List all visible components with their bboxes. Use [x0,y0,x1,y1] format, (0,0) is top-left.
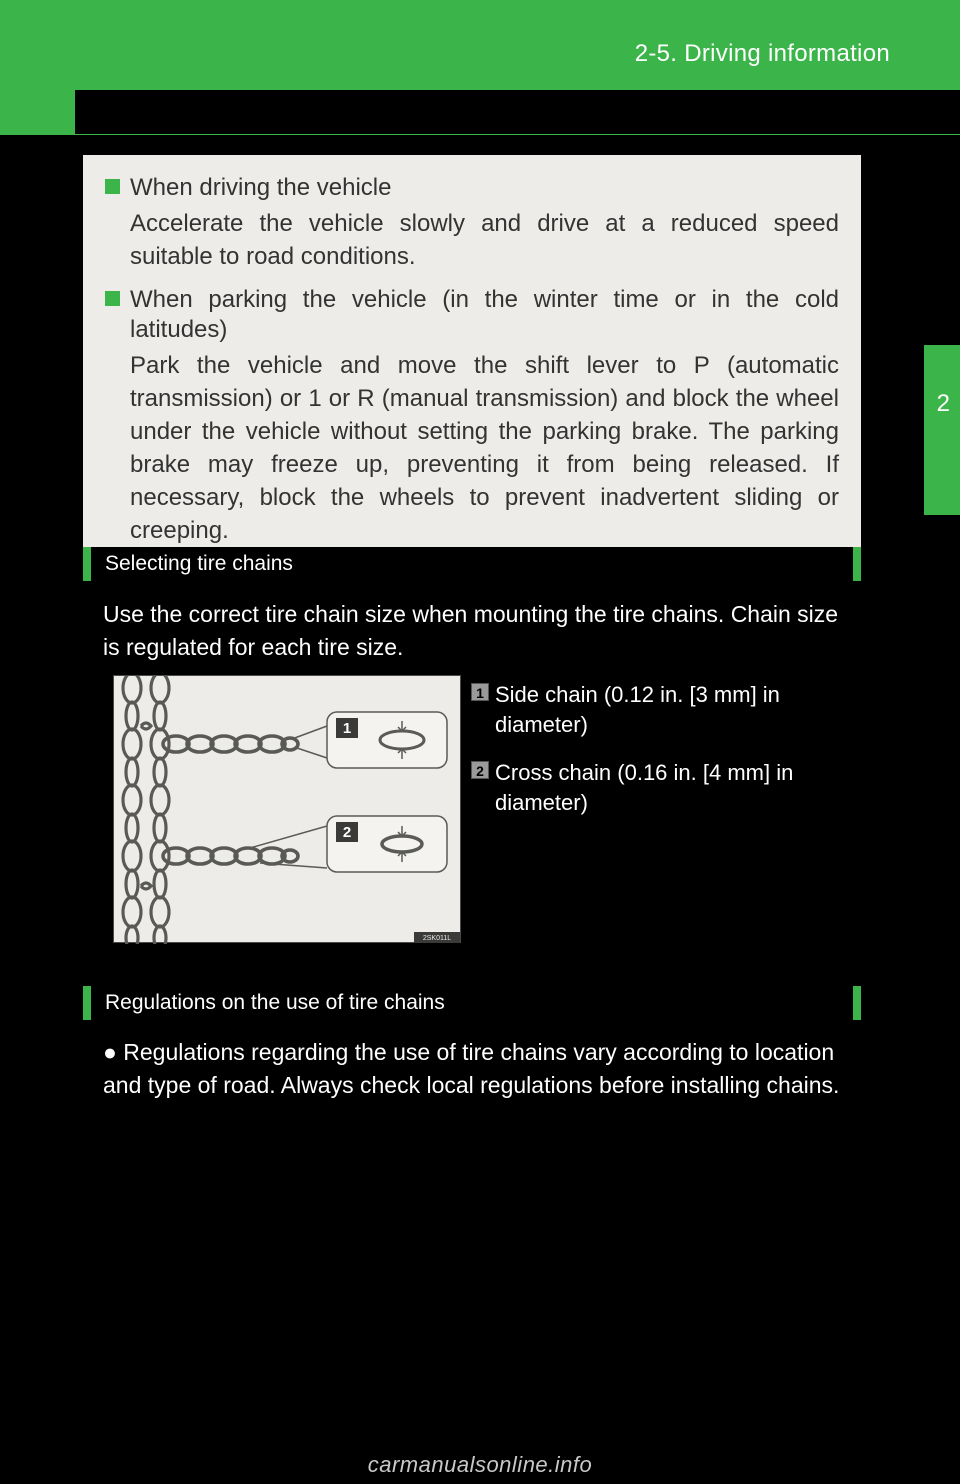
callout-number-box: 1 [471,683,489,701]
section-header-text: Selecting tire chains [105,552,293,576]
bullet-square-icon [105,291,120,306]
section-intro-text: Use the correct tire chain size when mou… [103,598,861,664]
tire-chain-svg: 1 2 2SK011L [114,676,462,944]
info-item-title: When driving the vehicle [130,173,839,203]
info-item: When parking the vehicle (in the winter … [105,285,839,547]
diagram-callout: 2 Cross chain (0.16 in. [4 mm] in diamet… [495,758,861,818]
diagram-callout: 1 Side chain (0.12 in. [3 mm] in diamete… [495,680,861,740]
callout-number-box: 2 [471,761,489,779]
svg-text:2SK011L: 2SK011L [423,935,451,942]
info-item-title: When parking the vehicle (in the winter … [130,285,839,345]
info-box: When driving the vehicle Accelerate the … [83,155,861,577]
chapter-tab [924,345,960,515]
manual-page: 2-5. Driving information 2 When driving … [0,0,960,1484]
info-item-body: Accelerate the vehicle slowly and drive … [130,207,839,273]
svg-text:1: 1 [343,720,351,737]
chapter-tab-number: 2 [937,390,950,418]
info-item: When driving the vehicle Accelerate the … [105,173,839,273]
header-black-bar [75,90,960,134]
callout-text: Side chain (0.12 in. [3 mm] in diameter) [495,682,780,737]
section-header: Selecting tire chains [83,547,861,581]
bullet-square-icon [105,179,120,194]
tire-chain-diagram: 1 2 2SK011L [113,675,461,943]
section-header-text: Regulations on the use of tire chains [105,991,445,1015]
info-item-body: Park the vehicle and move the shift leve… [130,349,839,547]
watermark-text: carmanualsonline.info [0,1452,960,1478]
section-header: Regulations on the use of tire chains [83,986,861,1020]
callout-text: Cross chain (0.16 in. [4 mm] in diameter… [495,760,793,815]
header-section-label: 2-5. Driving information [635,40,890,68]
section-body-text: ● Regulations regarding the use of tire … [103,1036,861,1102]
svg-text:2: 2 [343,824,351,841]
